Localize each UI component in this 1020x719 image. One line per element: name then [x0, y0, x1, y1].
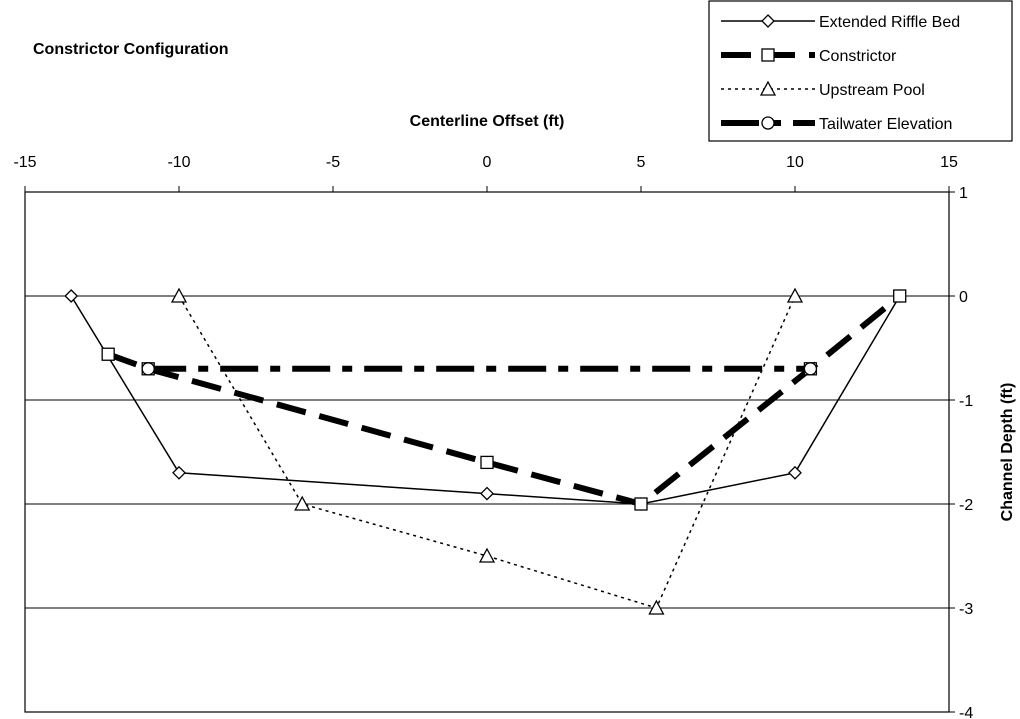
plot-frame [24, 191, 950, 713]
legend-label-extended-riffle-bed: Extended Riffle Bed [819, 14, 960, 31]
data-point-upstream-pool [648, 599, 665, 615]
legend-marker-extended-riffle-bed [761, 14, 775, 28]
data-point-extended-riffle-bed [172, 465, 186, 480]
legend-marker-upstream-pool [759, 80, 777, 96]
data-point-upstream-pool [294, 495, 311, 511]
y-tick-label: 1 [959, 185, 968, 202]
x-tick-label: -5 [326, 154, 340, 171]
data-point-constrictor [893, 289, 907, 303]
legend: Extended Riffle Bed Constrictor Upstream P… [708, 0, 1013, 142]
legend-label-upstream-pool: Upstream Pool [819, 82, 925, 99]
legend-marker-constrictor [761, 48, 775, 62]
y-tick-label: -2 [959, 497, 973, 514]
data-point-extended-riffle-bed [64, 289, 79, 303]
y-tick-label: -4 [959, 705, 973, 719]
x-tick-label: 15 [940, 154, 958, 171]
data-point-constrictor [634, 497, 648, 511]
data-point-tailwater-elevation [141, 362, 155, 376]
data-point-tailwater-elevation [803, 362, 818, 376]
series-line-extended-riffle-bed [70, 295, 901, 505]
x-tick-label: 5 [637, 154, 646, 171]
legend-box [708, 0, 1013, 142]
series-tailwater-elevation [141, 362, 818, 376]
y-tick-label: -3 [959, 601, 973, 618]
x-tick-label: 10 [786, 154, 804, 171]
data-point-upstream-pool [786, 287, 804, 303]
y-tick-label: -1 [959, 393, 973, 410]
series-upstream-pool [170, 287, 804, 615]
y-tick-label: 0 [959, 289, 968, 306]
y-axis-label: Channel Depth (ft) [999, 383, 1016, 522]
legend-label-constrictor: Constrictor [819, 48, 897, 65]
x-axis-label: Centerline Offset (ft) [410, 113, 565, 130]
x-tick-label: -10 [167, 154, 190, 171]
chart-title: Constrictor Configuration [33, 41, 229, 58]
data-point-extended-riffle-bed [480, 486, 494, 501]
series-line-upstream-pool [178, 295, 796, 609]
data-point-constrictor [480, 455, 494, 470]
data-point-upstream-pool [478, 547, 496, 563]
x-tick-label: -15 [13, 154, 36, 171]
legend-label-tailwater-elevation: Tailwater Elevation [819, 116, 952, 133]
legend-marker-tailwater-elevation [761, 116, 775, 130]
data-point-upstream-pool [170, 287, 188, 303]
data-point-extended-riffle-bed [788, 465, 802, 480]
x-tick-label: 0 [483, 154, 492, 171]
data-point-constrictor [101, 347, 115, 361]
